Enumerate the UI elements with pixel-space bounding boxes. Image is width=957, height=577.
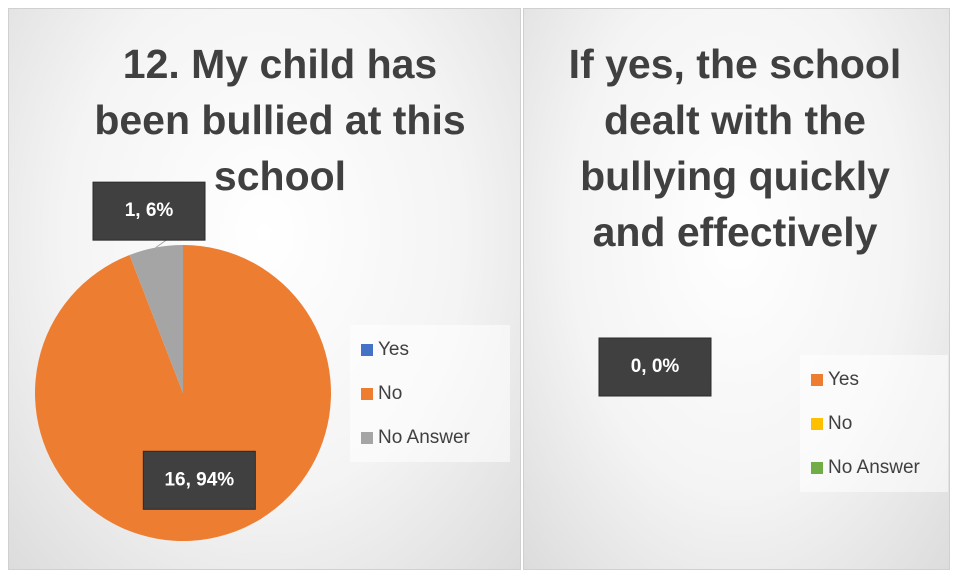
- chart-title: 12. My child has been bullied at this sc…: [94, 41, 466, 199]
- legend-label: No Answer: [828, 457, 921, 478]
- data-label-box: [92, 181, 206, 241]
- legend-label: No: [828, 413, 852, 434]
- legend-swatch: [811, 462, 823, 474]
- data-label: 16, 94%: [164, 469, 234, 490]
- data-label: 1, 6%: [125, 200, 174, 221]
- legend-box: [350, 325, 510, 462]
- legend-label: Yes: [378, 339, 409, 360]
- legend-swatch: [811, 418, 823, 430]
- legend-box: [800, 355, 948, 492]
- legend-label: No Answer: [378, 427, 471, 448]
- data-label-box: [142, 450, 256, 510]
- legend-label: Yes: [828, 369, 859, 390]
- data-label: 0, 0%: [631, 356, 680, 377]
- data-label-box: [598, 337, 712, 397]
- legend-swatch: [361, 432, 373, 444]
- legend-swatch: [361, 388, 373, 400]
- legend-swatch: [361, 344, 373, 356]
- legend-label: No: [378, 383, 402, 404]
- pie-slice: [129, 245, 183, 393]
- legend-swatch: [811, 374, 823, 386]
- chart-title: If yes, the school dealt with the bullyi…: [568, 41, 902, 255]
- pie-slice: [34, 245, 331, 541]
